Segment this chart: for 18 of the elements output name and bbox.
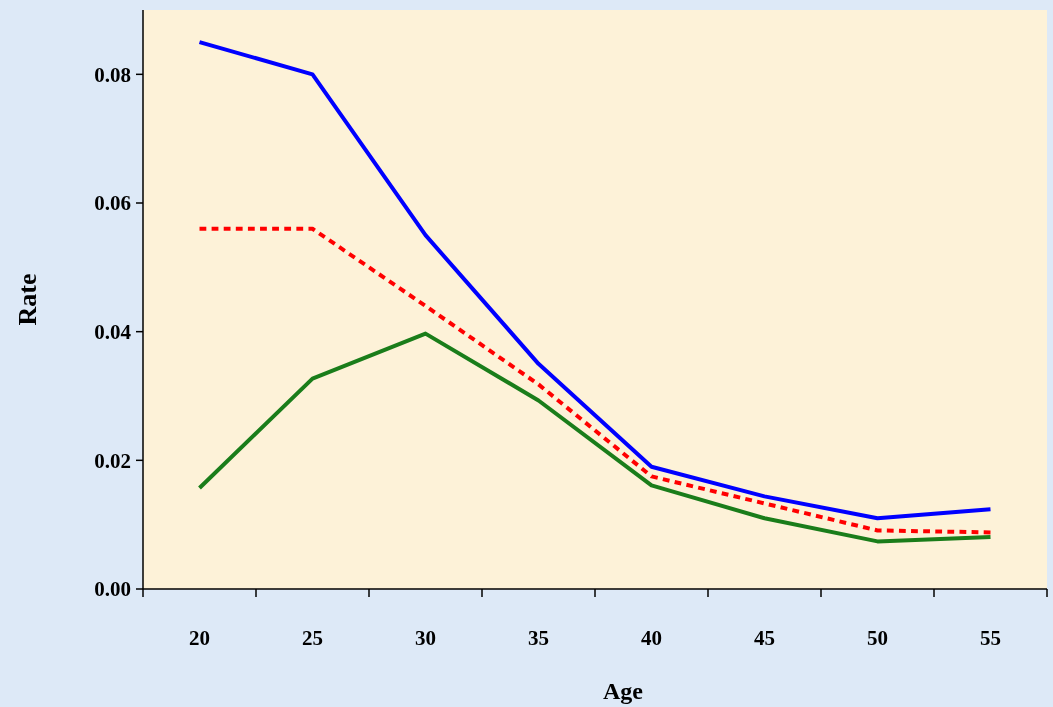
y-tick-label: 0.00 — [94, 577, 131, 602]
x-tick-label: 35 — [528, 626, 549, 650]
x-tick-label: 45 — [754, 626, 775, 650]
y-tick-label: 0.06 — [94, 191, 131, 216]
line-series — [197, 40, 993, 521]
y-tick-label: 0.04 — [94, 320, 132, 345]
y-tick-label: 0.08 — [94, 62, 131, 87]
y-axis-title: Rate — [13, 273, 42, 326]
x-tick-label: 40 — [641, 626, 662, 650]
x-tick-label: 25 — [302, 626, 323, 650]
y-tick-label: 0.02 — [94, 448, 131, 473]
x-tick-label: 55 — [980, 626, 1001, 650]
line-series — [197, 226, 993, 535]
x-tick-label: 20 — [189, 626, 210, 650]
line-series — [197, 331, 993, 544]
x-tick-label: 30 — [415, 626, 436, 650]
x-tick-label: 50 — [867, 626, 888, 650]
x-axis-title: Age — [603, 678, 644, 704]
